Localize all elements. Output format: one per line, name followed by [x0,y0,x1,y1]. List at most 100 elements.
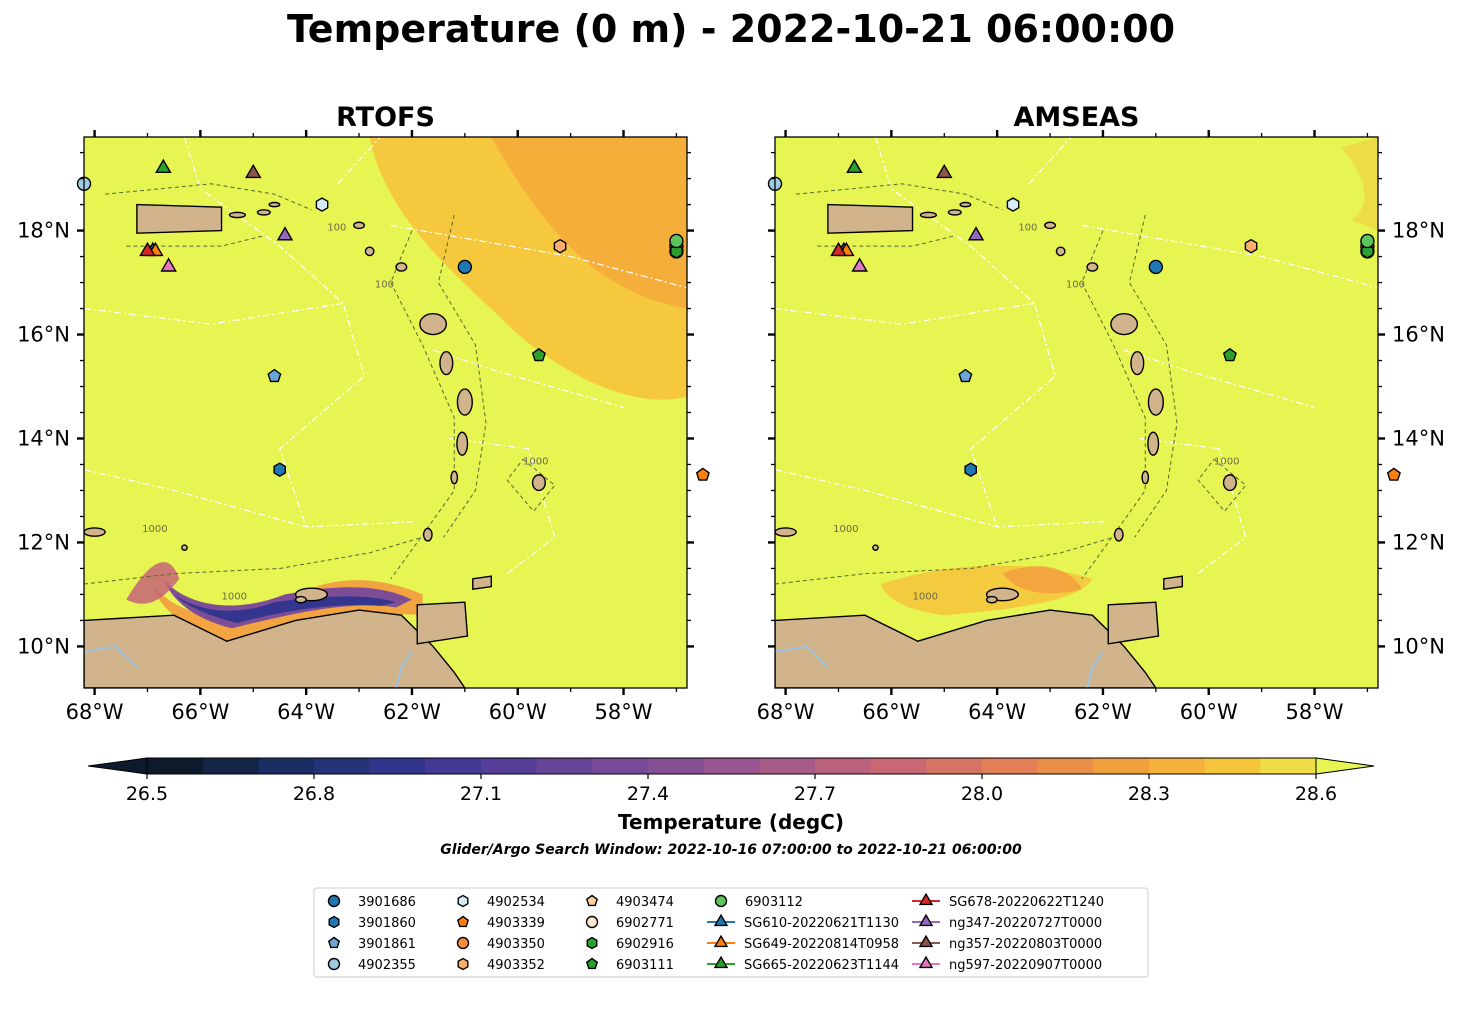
island [353,221,366,230]
legend-marker [327,894,341,908]
colorbar-segment [202,758,259,774]
colorbar-segment [870,758,927,774]
legend-label: ng347-20220727T0000 [949,916,1102,931]
colorbar-tick-label: 28.3 [1128,783,1170,805]
contour-label: 1000 [222,592,247,603]
colorbar-segment [369,758,426,774]
colorbar-tick-label: 27.7 [794,783,836,805]
bathymetry-contour [84,536,423,585]
bathymetry-contour [437,214,487,538]
colorbar: 26.5 26.8 27.1 27.4 27.7 28.0 28.3 28.6 [87,757,1375,805]
island [919,211,938,219]
island [1113,527,1124,542]
island [294,595,307,604]
y-tick-label: 12°N [17,530,70,554]
island [439,350,454,376]
island [395,262,408,272]
marker-SG678-20220622T1240 [139,241,156,257]
legend-marker [713,955,729,969]
marker-3901861 [958,368,973,383]
colorbar-segment [1260,758,1317,774]
colorbar-segment [926,758,983,774]
marker-4902534 [315,197,329,212]
marker-6902916 [1361,244,1374,259]
land-trinidad [1107,601,1160,645]
marker-4903352 [553,238,567,254]
colorbar-label: Temperature (degC) [618,810,844,834]
marker-6902916 [670,244,683,259]
legend-label: 3901861 [358,937,416,952]
legend-label: SG649-20220814T0958 [744,937,899,952]
marker-ng357-20220803T0000 [935,163,953,179]
colorbar-segment [759,758,816,774]
eez-boundary [775,469,1109,528]
legend-label: 6902916 [616,937,674,952]
legend-label: 4903339 [487,916,545,931]
legend-label: 4903474 [616,895,674,910]
land-venez [84,609,466,688]
eez-boundary [448,437,556,575]
colorbar-segment [815,758,872,774]
contour-label: 1000 [523,456,548,467]
colorbar-tick-label: 26.5 [126,783,168,805]
marker-6903111 [1222,347,1237,362]
land-venez [775,609,1157,688]
island [456,388,473,416]
land-tobago [1163,575,1183,591]
colorbar-segment [1093,758,1150,774]
marker-SG678-20220622T1240 [830,241,847,257]
legend-marker [585,894,599,907]
bathymetry-contour [817,235,955,247]
panel-title: RTOFS [336,102,435,133]
bathymetry-contour [796,183,1003,211]
colorbar-tick-label: 26.8 [293,783,335,805]
island [727,514,738,519]
bathymetry-contour [126,235,264,247]
eez-boundary [1139,437,1247,575]
island [775,527,797,537]
river [1086,651,1104,688]
eez-boundary [1028,137,1072,185]
island [1147,431,1160,456]
island [450,470,459,485]
y-tick-label: 14°N [1392,426,1445,450]
legend-label: 6903111 [616,958,674,973]
island [84,527,106,537]
bathymetry-contour [775,536,1114,585]
island [1147,388,1164,416]
legend-label: 4902534 [487,895,545,910]
marker-ng597-20220907T0000 [851,257,868,272]
river [395,651,413,688]
marker-SG665-20220623T1144 [155,158,172,174]
x-tick-label: 64°W [968,700,1026,724]
legend-marker [586,936,598,950]
marker-6903111 [531,347,546,362]
legend-label: ng597-20220907T0000 [949,958,1102,973]
y-tick-label: 10°N [1392,634,1445,658]
upwelling-core [173,594,397,624]
y-tick-label: 18°N [17,219,70,243]
island [1055,246,1066,257]
island [1130,350,1145,376]
map-panel-amseas: 1000 1000 100 100 1000 68°W 66°W 64°W 62°W 60°W 58… [727,102,1445,724]
legend-label: 4903352 [487,958,545,973]
island [1044,221,1057,230]
colorbar-segment [703,758,760,774]
colorbar-segment [1149,758,1206,774]
legend-label: 4902355 [358,958,416,973]
eez-boundary [183,137,366,528]
legend-label: 6902771 [616,916,674,931]
x-tick-label: 60°W [489,700,547,724]
river [775,645,829,668]
marker-3901860 [273,462,286,478]
marker-ng347-20220727T0000 [967,226,985,241]
y-tick-label: 16°N [17,323,70,347]
bathymetry-contour [390,230,455,580]
y-tick-label: 12°N [1392,530,1445,554]
legend-marker [456,936,470,950]
legend-label: 3901686 [358,895,416,910]
contour-label: 1000 [1214,456,1239,467]
marker-SG665-20220623T1144 [846,158,863,174]
y-tick-label: 16°N [1392,323,1445,347]
